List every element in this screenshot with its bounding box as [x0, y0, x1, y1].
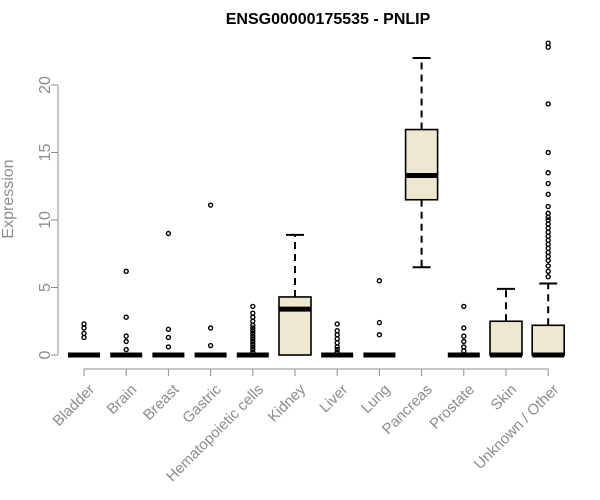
- box-kidney: [278, 233, 312, 356]
- outlier-point: [376, 319, 383, 326]
- outlier-point: [545, 210, 551, 216]
- box-breast: [152, 230, 185, 358]
- outlier-point: [250, 310, 256, 316]
- outlier-point: [207, 342, 214, 349]
- outlier-point: [123, 268, 129, 274]
- outlier-point: [250, 349, 256, 355]
- outlier-point: [545, 217, 551, 223]
- outlier-point: [123, 346, 129, 353]
- box-iqr: [278, 296, 312, 356]
- outlier-point: [165, 344, 172, 350]
- outlier-point: [545, 40, 551, 46]
- outlier-point: [334, 321, 340, 327]
- outlier-point: [165, 334, 172, 341]
- x-tick-label: Lung: [358, 381, 394, 417]
- y-tick-label: 20: [37, 76, 54, 94]
- y-tick-label: 0: [37, 350, 54, 359]
- outlier-point: [250, 330, 256, 337]
- box-liver: [321, 321, 354, 358]
- outlier-point: [545, 274, 551, 280]
- y-axis: 0 5 10 15 20: [37, 76, 59, 359]
- box-brain: [110, 268, 143, 358]
- outlier-point: [461, 344, 467, 350]
- box-bladder: [68, 321, 100, 358]
- outlier-point: [376, 278, 383, 284]
- outlier-point: [250, 336, 256, 342]
- outlier-point: [81, 330, 87, 337]
- box-lung: [363, 278, 396, 358]
- x-tick-label: Breast: [140, 381, 183, 424]
- box-iqr: [489, 320, 523, 356]
- box-prostate: [447, 303, 480, 358]
- outlier-point: [545, 149, 551, 156]
- outlier-point: [334, 349, 340, 355]
- box-skin: [489, 287, 523, 358]
- outlier-point: [123, 314, 129, 320]
- chart-title: ENSG00000175535 - PNLIP: [226, 11, 431, 28]
- outlier-point: [250, 333, 256, 339]
- y-tick-label: 10: [37, 211, 54, 229]
- x-tick-label: Kidney: [265, 381, 310, 426]
- y-axis-label: Expression: [0, 159, 17, 238]
- outlier-point: [376, 332, 383, 338]
- x-tick-label: Liver: [316, 381, 351, 416]
- box-unknown-other: [531, 40, 566, 358]
- outlier-point: [545, 191, 551, 198]
- outlier-point: [123, 338, 129, 345]
- outlier-point: [545, 263, 551, 269]
- outlier-point: [545, 203, 551, 210]
- outlier-point: [250, 344, 256, 350]
- outlier-point: [334, 328, 340, 334]
- box-gastric: [194, 202, 227, 358]
- x-tick-label: Brain: [104, 381, 141, 418]
- box-pancreas: [404, 57, 439, 269]
- outlier-point: [545, 101, 551, 107]
- outlier-point: [207, 325, 214, 331]
- outlier-point: [461, 333, 467, 339]
- outlier-point: [250, 338, 256, 345]
- outlier-point: [545, 170, 551, 176]
- outlier-point: [165, 326, 172, 333]
- outlier-point: [545, 180, 551, 187]
- outlier-point: [207, 202, 214, 208]
- x-tick-label: Bladder: [50, 381, 99, 430]
- outlier-point: [250, 346, 256, 353]
- outlier-point: [461, 325, 467, 331]
- y-tick-label: 15: [37, 144, 54, 162]
- boxes-group: [68, 40, 566, 358]
- outlier-point: [123, 333, 129, 339]
- outlier-point: [545, 268, 551, 274]
- outlier-point: [334, 346, 340, 353]
- outlier-point: [250, 303, 256, 310]
- box-iqr: [404, 128, 439, 201]
- outlier-point: [461, 338, 467, 345]
- outlier-point: [250, 328, 256, 334]
- outlier-point: [81, 321, 87, 327]
- box-iqr: [531, 324, 566, 356]
- outlier-point: [165, 230, 172, 237]
- x-tick-label: Skin: [488, 381, 521, 414]
- y-tick-label: 5: [37, 283, 54, 292]
- x-tick-label: Prostate: [426, 381, 478, 433]
- box-hematopoietic-cells: [236, 303, 269, 358]
- outlier-point: [250, 325, 256, 331]
- outlier-point: [250, 341, 256, 347]
- outlier-point: [461, 303, 467, 310]
